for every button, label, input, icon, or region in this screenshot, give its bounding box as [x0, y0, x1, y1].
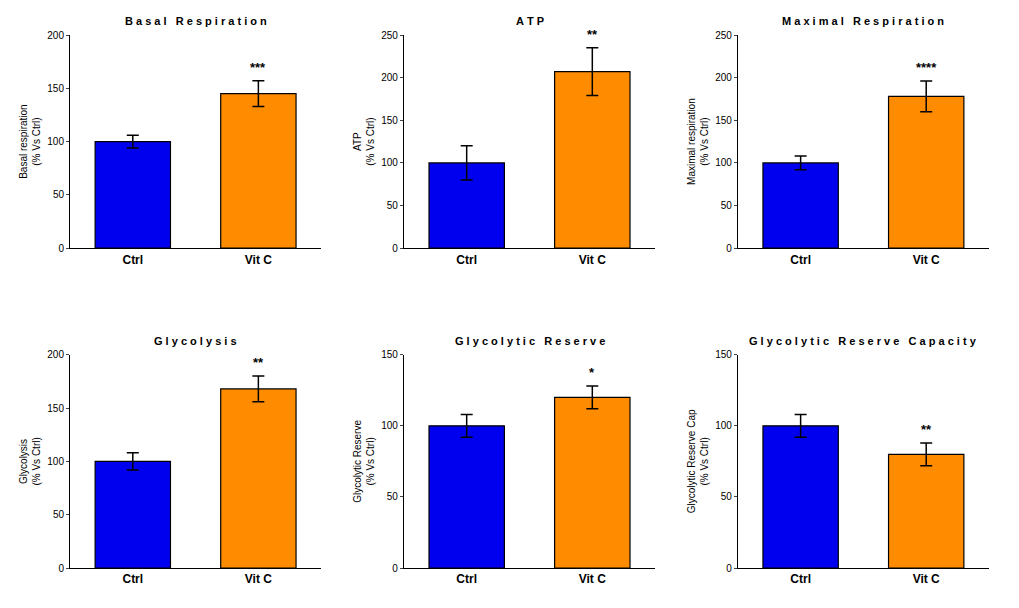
svg-text:*: * [589, 365, 595, 380]
svg-text:150: 150 [381, 115, 398, 126]
svg-text:100: 100 [715, 420, 732, 431]
svg-text:100: 100 [47, 456, 64, 467]
svg-text:100: 100 [381, 420, 398, 431]
svg-text:150: 150 [47, 403, 64, 414]
svg-text:150: 150 [381, 349, 398, 360]
svg-text:Glycolytic Reserve Cap(% Vs Ct: Glycolytic Reserve Cap(% Vs Ctrl) [686, 409, 710, 513]
svg-text:200: 200 [715, 72, 732, 83]
svg-text:**: ** [921, 422, 932, 437]
svg-text:Vit C: Vit C [579, 253, 606, 267]
svg-text:****: **** [916, 60, 937, 75]
svg-text:**: ** [587, 27, 598, 42]
svg-text:200: 200 [47, 349, 64, 360]
svg-text:50: 50 [721, 200, 733, 211]
svg-text:ATP(% Vs Ctrl): ATP(% Vs Ctrl) [352, 117, 376, 165]
svg-text:50: 50 [387, 491, 399, 502]
svg-text:200: 200 [381, 72, 398, 83]
svg-text:G l y c o l y t i c R e s e: G l y c o l y t i c R e s e r v e [455, 335, 605, 347]
svg-text:Vit C: Vit C [579, 572, 606, 586]
svg-text:50: 50 [721, 491, 733, 502]
svg-text:Glycolytic Reserve(% Vs Ctrl): Glycolytic Reserve(% Vs Ctrl) [352, 420, 376, 503]
svg-text:150: 150 [47, 83, 64, 94]
svg-text:0: 0 [392, 563, 398, 574]
svg-text:100: 100 [381, 157, 398, 168]
svg-text:**: ** [253, 355, 264, 370]
svg-text:Basal respiration(% Vs Ctrl): Basal respiration(% Vs Ctrl) [18, 104, 42, 178]
svg-text:Ctrl: Ctrl [790, 253, 811, 267]
svg-text:Ctrl: Ctrl [456, 572, 477, 586]
svg-text:G l y c o l y t i c R e s e: G l y c o l y t i c R e s e r v e C a p … [749, 335, 977, 347]
svg-text:Maximal respiration(% Vs Ctrl): Maximal respiration(% Vs Ctrl) [686, 98, 710, 185]
svg-text:50: 50 [53, 189, 65, 200]
svg-text:Ctrl: Ctrl [122, 253, 143, 267]
svg-text:0: 0 [58, 243, 64, 254]
svg-text:Vit C: Vit C [245, 572, 272, 586]
svg-text:Glycolysis(% Vs Ctrl): Glycolysis(% Vs Ctrl) [18, 437, 42, 485]
svg-text:250: 250 [715, 30, 732, 41]
svg-text:M a x i m a l R e s p i r a: M a x i m a l R e s p i r a t i o n [782, 15, 944, 27]
svg-text:0: 0 [726, 243, 732, 254]
svg-text:Vit C: Vit C [245, 253, 272, 267]
svg-text:150: 150 [715, 115, 732, 126]
svg-text:B a s a l R e s p i r a t i: B a s a l R e s p i r a t i o n [125, 15, 267, 27]
svg-text:0: 0 [726, 563, 732, 574]
svg-text:Ctrl: Ctrl [122, 572, 143, 586]
svg-text:100: 100 [715, 157, 732, 168]
svg-text:Vit C: Vit C [913, 253, 940, 267]
svg-text:Vit C: Vit C [913, 572, 940, 586]
svg-text:0: 0 [58, 563, 64, 574]
svg-text:0: 0 [392, 243, 398, 254]
svg-text:***: *** [250, 60, 266, 75]
svg-text:100: 100 [47, 136, 64, 147]
svg-text:50: 50 [387, 200, 399, 211]
svg-text:50: 50 [53, 509, 65, 520]
svg-text:Ctrl: Ctrl [790, 572, 811, 586]
svg-text:250: 250 [381, 30, 398, 41]
svg-text:A T P: A T P [516, 15, 544, 27]
svg-text:150: 150 [715, 349, 732, 360]
svg-text:G l y c o l y s i s: G l y c o l y s i s [154, 335, 237, 347]
svg-text:Ctrl: Ctrl [456, 253, 477, 267]
svg-text:200: 200 [47, 30, 64, 41]
